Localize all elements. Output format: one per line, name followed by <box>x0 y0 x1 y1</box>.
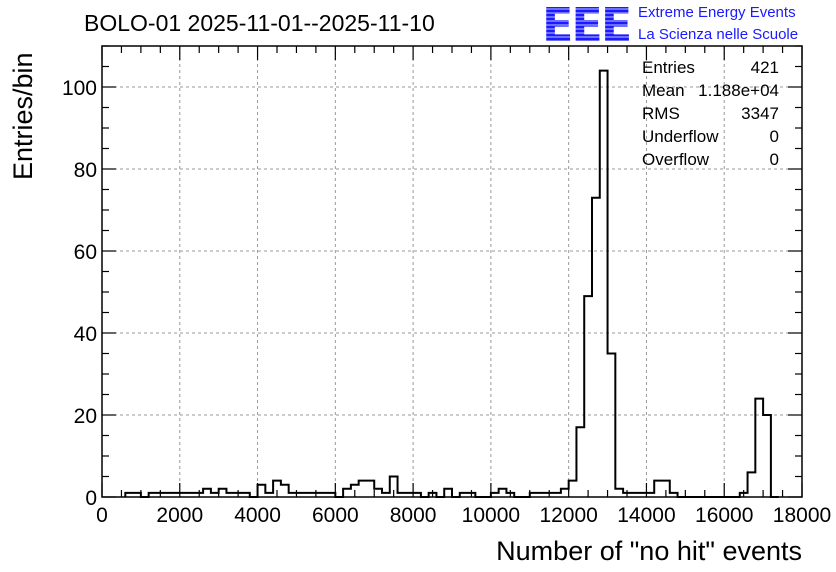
stats-label: Underflow <box>642 127 719 146</box>
plot-frame <box>101 45 803 498</box>
y-tick-labels: 0 20 40 60 80 100 <box>62 77 97 510</box>
stats-label: Overflow <box>642 150 710 169</box>
y-tick-label: 0 <box>85 487 97 510</box>
x-tick-label: 6000 <box>312 504 359 527</box>
y-tick-label: 20 <box>74 405 97 428</box>
x-tick-label: 0 <box>96 504 108 527</box>
y-tick-label: 40 <box>74 323 97 346</box>
grid-lines <box>102 46 802 497</box>
x-tick-label: 4000 <box>234 504 281 527</box>
x-tick-label: 12000 <box>539 504 597 527</box>
x-tick-label: 2000 <box>156 504 203 527</box>
stats-label: Entries <box>642 58 695 77</box>
x-tick-label: 10000 <box>462 504 520 527</box>
y-tick-label: 60 <box>74 241 97 264</box>
x-axis-label: Number of "no hit" events <box>496 536 802 566</box>
stats-value: 0 <box>769 150 779 169</box>
y-axis-label: Entries/bin <box>8 52 38 180</box>
eee-logo-letters: EEE <box>542 0 632 52</box>
axis-ticks <box>101 45 803 498</box>
stats-value: 0 <box>769 127 779 146</box>
x-tick-label: 18000 <box>773 504 831 527</box>
x-tick-label: 16000 <box>695 504 753 527</box>
y-tick-label: 80 <box>74 159 97 182</box>
stats-label: RMS <box>642 104 680 123</box>
histogram-outline <box>124 69 779 498</box>
stats-value: 3347 <box>741 104 779 123</box>
stats-value: 421 <box>750 58 779 77</box>
x-tick-label: 8000 <box>390 504 437 527</box>
x-tick-label: 14000 <box>617 504 675 527</box>
stats-label: Mean <box>642 81 685 100</box>
y-tick-label: 100 <box>62 77 97 100</box>
x-tick-labels: 0 2000 4000 6000 8000 10000 12000 14000 16000 180… <box>96 504 831 527</box>
stats-value: 1.188e+04 <box>698 81 779 100</box>
chart-title: BOLO-01 2025-11-01--2025-11-10 <box>84 10 435 36</box>
logo-line-1: Extreme Energy Events <box>638 4 796 21</box>
logo-line-2: La Scienza nelle Scuole <box>638 26 799 43</box>
